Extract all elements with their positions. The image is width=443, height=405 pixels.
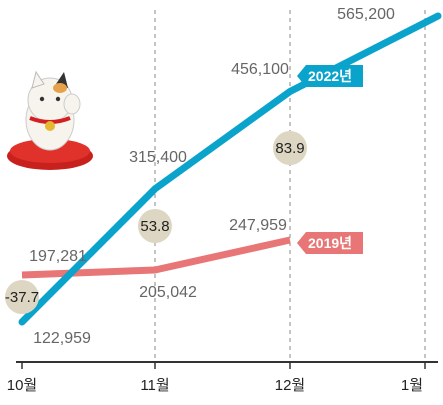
legend-tag-2022-bg [297,65,363,87]
data-label-2022: 122,959 [33,330,91,347]
x-axis-ticks: 10월 11월 12월 1월 [7,362,426,394]
change-badge-label: -37.7 [5,289,39,306]
series-tags: 2022년 2019년 [297,65,363,254]
x-tick-label: 1월 [401,377,423,394]
data-label-2019: 205,042 [139,284,197,301]
change-badge-circle [138,209,172,243]
change-badge-label: 53.8 [140,218,169,235]
change-badge-circle [5,280,39,314]
series-line-2022 [18,12,442,326]
x-tick-label: 11월 [140,377,169,394]
legend-tag-2022: 2022년 [308,68,352,84]
x-tick-label: 10월 [7,377,38,394]
data-label-2022: 456,100 [231,61,289,78]
value-labels: 122,959 315,400 456,100 565,200 197,281 205,0… [29,6,395,347]
change-badges: -37.7 53.8 83.9 [5,131,307,314]
x-tick-label: 12월 [275,377,306,394]
change-badge-label: 83.9 [275,140,304,157]
legend-tag-2019-bg [297,232,363,254]
data-label-2022: 315,400 [129,149,187,166]
series-lines [18,12,442,326]
data-label-2022: 565,200 [337,6,395,23]
data-label-2019: 197,281 [29,248,87,265]
maneki-neko-icon [7,70,93,170]
change-badge-circle [273,131,307,165]
legend-tag-2019: 2019년 [308,235,352,251]
gridlines [154,10,426,362]
data-label-2019: 247,959 [229,217,287,234]
